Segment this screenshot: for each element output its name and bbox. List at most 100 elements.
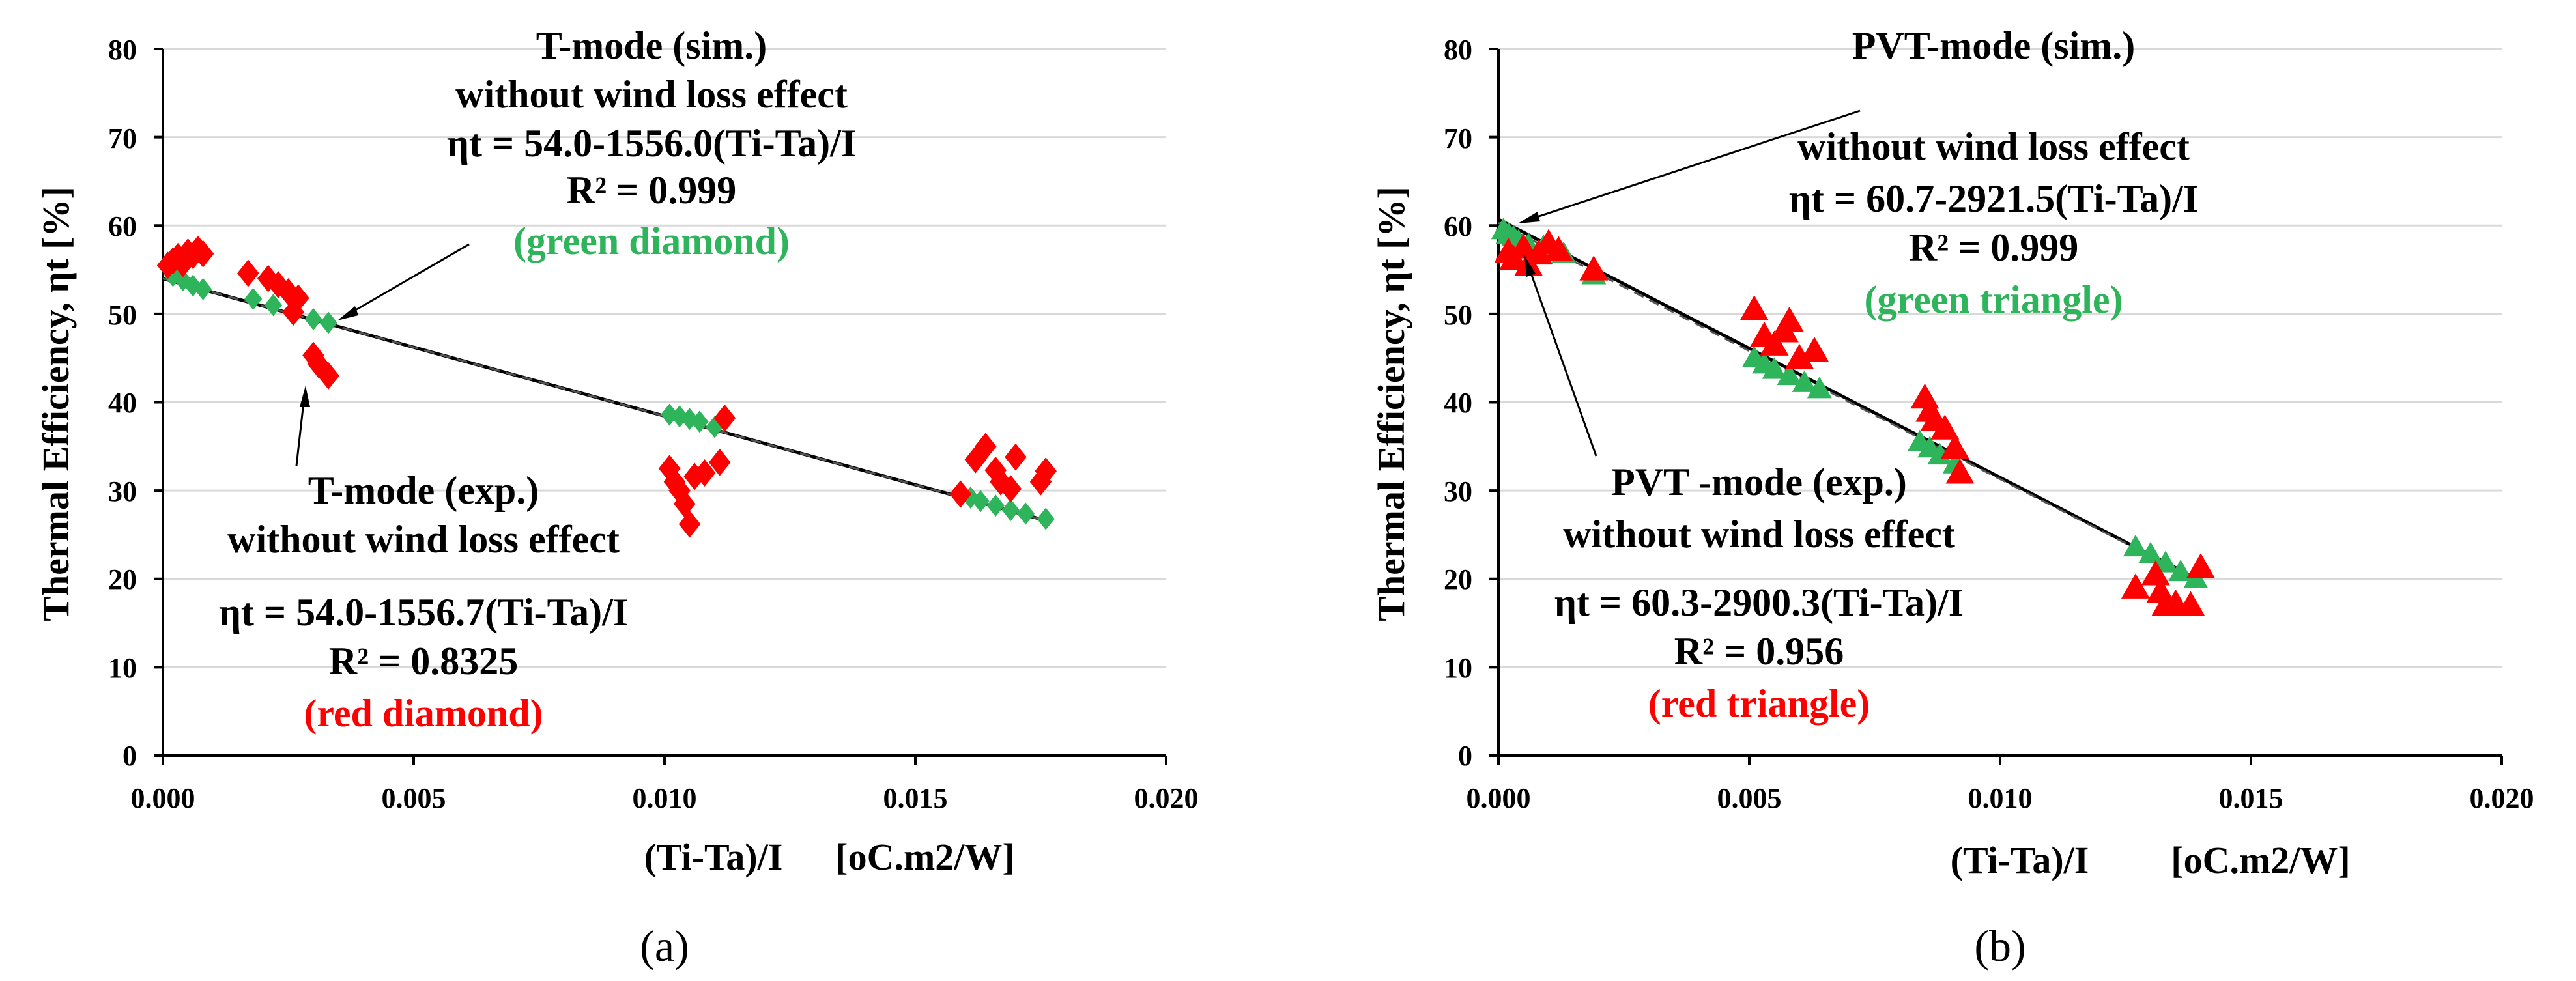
x-axis-unit: [oC.m2/W]	[2171, 839, 2350, 881]
y-tick-label: 50	[108, 299, 137, 331]
exp-arrow	[1525, 260, 1597, 457]
data-points	[1491, 218, 2215, 616]
y-tick-label: 70	[1444, 122, 1472, 154]
exp-data-point	[1800, 336, 1829, 362]
y-tick-label: 40	[108, 387, 137, 419]
equation: ηt = 60.7-2921.5(Ti-Ta)/I	[1789, 177, 2198, 220]
x-tick-label: 0.015	[883, 782, 948, 814]
annotation-line: PVT -mode (exp.)	[1611, 461, 1907, 504]
x-tick-label: 0.020	[2470, 782, 2534, 814]
sim-data-point	[1927, 442, 1953, 465]
fit-line-solid	[1497, 218, 2202, 582]
r-squared: R² = 0.999	[1909, 226, 2079, 269]
sim-arrow	[1523, 109, 1861, 223]
marker-legend: (red triangle)	[1648, 682, 1870, 725]
exp-data-point	[172, 249, 194, 277]
sim-data-point	[680, 408, 699, 431]
sim-data-point	[319, 311, 337, 334]
exp-data-point	[2121, 573, 2150, 599]
r-squared: R² = 0.956	[1674, 630, 1844, 673]
y-tick-label: 0	[1458, 740, 1472, 772]
exp-data-point	[2141, 560, 2170, 586]
exp-data-point	[282, 298, 304, 326]
exp-data-point	[317, 362, 339, 390]
exp-data-point	[1005, 443, 1027, 471]
y-tick-label: 30	[108, 476, 137, 507]
annotation-line: T-mode (exp.)	[308, 469, 539, 512]
equation: ηt = 60.3-2900.3(Ti-Ta)/I	[1554, 581, 1964, 624]
sim-data-point	[174, 269, 192, 292]
sim-arrowhead	[1518, 212, 1540, 223]
y-tick-label: 10	[108, 652, 137, 684]
exp-data-point	[713, 404, 736, 432]
equation: ηt = 54.0-1556.7(Ti-Ta)/I	[219, 591, 628, 634]
y-tick-label: 40	[1444, 387, 1472, 419]
exp-data-point	[1579, 255, 1609, 281]
y-tick-label: 50	[1444, 299, 1472, 331]
y-tick-labels: 0 10 20 30 40 50 60 70 80	[108, 34, 137, 772]
y-tick-label: 80	[108, 34, 137, 66]
chart-panel-a: 0 10 20 30 40 50 60 70 80 0.000 0.005 0.…	[35, 24, 1199, 971]
marker-legend: (red diamond)	[304, 692, 543, 735]
exp-data-point	[1775, 306, 1804, 332]
sim-data-point	[1762, 357, 1787, 379]
exp-data-point	[1940, 434, 1969, 459]
sim-data-point	[1001, 498, 1020, 521]
exp-data-point	[708, 448, 731, 476]
sim-data-point	[304, 308, 322, 331]
x-tick-labels: 0.000 0.005 0.010 0.015 0.020	[131, 782, 1199, 814]
exp-data-point	[2176, 591, 2205, 616]
equation: ηt = 54.0-1556.0(Ti-Ta)/I	[447, 122, 856, 165]
y-gridlines	[1498, 48, 2502, 668]
x-tick-label: 0.005	[382, 782, 446, 814]
x-tick-label: 0.015	[2219, 782, 2283, 814]
marker-legend: (green triangle)	[1864, 278, 2123, 321]
y-tick-label: 60	[1444, 210, 1472, 242]
sim-data-point	[1792, 370, 1817, 392]
sim-data-point	[1016, 502, 1035, 525]
exp-arrowhead	[300, 386, 310, 407]
x-tick-label: 0.020	[1134, 782, 1199, 814]
sim-annotation: T-mode (sim.) without wind loss effect η…	[447, 24, 856, 263]
x-axis-label: (Ti-Ta)/I	[1951, 839, 2089, 881]
y-tick-label: 10	[1444, 652, 1472, 684]
annotation-line: PVT-mode (sim.)	[1852, 24, 2135, 67]
sim-data-point	[2138, 541, 2163, 564]
exp-data-point	[1544, 236, 1573, 261]
r-squared: R² = 0.8325	[329, 640, 519, 683]
sim-data-point	[2123, 534, 2148, 557]
exp-data-point	[237, 259, 259, 287]
x-axis-label: (Ti-Ta)/I	[644, 836, 783, 878]
sim-data-point	[2168, 559, 2194, 582]
exp-data-point	[192, 240, 214, 268]
annotation-line: T-mode (sim.)	[536, 24, 767, 67]
y-tick-label: 30	[1444, 476, 1472, 507]
exp-data-point	[1930, 414, 1960, 440]
exp-data-point	[1509, 233, 1538, 259]
annotation-line: without wind loss effect	[455, 73, 848, 116]
chart-panel-b: 0 10 20 30 40 50 60 70 80 0.000 0.005 0.…	[1370, 24, 2534, 971]
data-points	[156, 235, 1057, 538]
sim-data-point	[986, 494, 1005, 517]
sim-data-point	[971, 490, 990, 513]
marker-legend: (green diamond)	[513, 220, 790, 263]
exp-data-point	[693, 459, 716, 487]
sim-data-point	[264, 294, 282, 317]
y-axis-label: Thermal Efficiency, ηt [%]	[1370, 186, 1412, 621]
x-tick-label: 0.010	[1968, 782, 2033, 814]
axis-ticks	[154, 48, 1167, 765]
sim-data-point	[194, 277, 212, 300]
exp-data-point	[2186, 553, 2215, 578]
y-tick-labels: 0 10 20 30 40 50 60 70 80	[1444, 34, 1472, 772]
x-tick-label: 0.010	[633, 782, 697, 814]
fit-line-dashed	[1498, 221, 2201, 583]
exp-data-point	[1910, 383, 1939, 409]
annotation-line: without wind loss effect	[227, 518, 620, 561]
y-tick-label: 70	[108, 122, 137, 154]
panel-caption: (a)	[640, 921, 689, 971]
x-axis-unit: [oC.m2/W]	[835, 836, 1014, 878]
r-squared: R² = 0.999	[567, 169, 737, 212]
y-tick-label: 60	[108, 210, 137, 242]
exp-data-point	[1945, 459, 1975, 484]
sim-data-point	[2153, 550, 2179, 573]
